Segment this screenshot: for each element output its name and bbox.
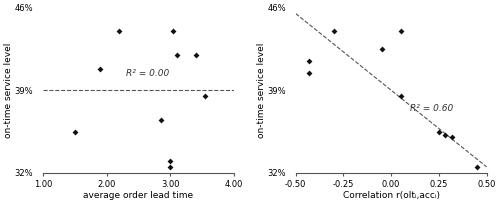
Point [156,118,164,121]
Point [166,159,174,163]
Point [305,59,313,62]
Point [170,30,177,33]
Point [448,136,456,139]
Point [473,165,481,169]
Point [201,94,209,98]
X-axis label: Correlation r(oltᵢ,accᵢ): Correlation r(oltᵢ,accᵢ) [342,191,440,200]
Point [396,30,404,33]
Point [116,30,124,33]
Point [172,53,180,57]
Point [435,130,443,133]
Text: R² = 0.60: R² = 0.60 [410,104,454,113]
Text: R² = 0.00: R² = 0.00 [126,69,169,78]
Point [396,94,404,98]
Point [378,47,386,51]
Point [305,71,313,74]
Point [330,30,338,33]
Y-axis label: on-time service level: on-time service level [257,43,266,138]
Point [440,133,448,137]
Y-axis label: on-time service level: on-time service level [4,43,13,138]
Point [70,130,78,133]
Point [192,53,200,57]
X-axis label: average order lead time: average order lead time [84,191,194,200]
Point [166,165,174,169]
Point [96,67,104,71]
